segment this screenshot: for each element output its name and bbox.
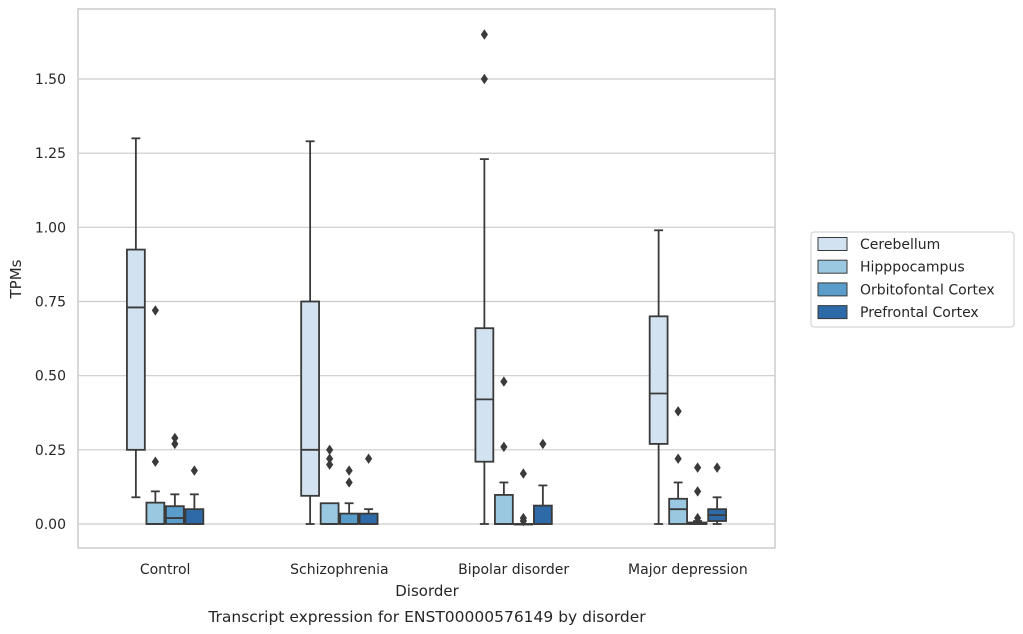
outlier-point	[500, 376, 508, 387]
x-tick-label: Control	[140, 562, 191, 578]
outlier-point	[519, 515, 527, 527]
legend-label: Hipppocampus	[860, 260, 965, 276]
x-tick-labels: Control Schizophrenia Bipolar disorder Majo…	[140, 562, 748, 578]
outlier-point	[713, 462, 721, 473]
box-iqr	[668, 497, 688, 525]
box-bipolar-disorder	[494, 376, 514, 525]
plot-border	[77, 8, 776, 549]
outlier-point	[326, 459, 334, 470]
box-schizophrenia	[300, 140, 320, 525]
box-iqr	[648, 315, 669, 445]
x-tick-label: Schizophrenia	[290, 562, 388, 578]
y-tick-label: 1.25	[35, 146, 66, 162]
y-tick-label: 0.50	[35, 369, 66, 385]
box-control	[126, 137, 146, 499]
box-control	[165, 432, 185, 525]
outlier-point	[171, 432, 179, 444]
outlier-point	[694, 486, 702, 497]
y-tick-label: 1.00	[35, 220, 66, 236]
legend-swatch	[817, 259, 848, 274]
box-major-depression	[648, 229, 669, 525]
series-orbitofontal-cortex	[165, 432, 708, 527]
gridlines	[78, 78, 775, 525]
box-iqr	[533, 504, 553, 525]
outlier-point	[345, 465, 353, 476]
box-control	[145, 305, 166, 525]
outlier-point	[519, 468, 527, 479]
box-iqr	[494, 494, 514, 525]
outlier-point	[480, 73, 488, 85]
outlier-point	[480, 29, 488, 40]
outlier-point	[326, 453, 334, 464]
box-control	[184, 465, 205, 525]
plot-frame	[77, 8, 776, 549]
outlier-point	[326, 444, 334, 456]
box-major-depression	[668, 406, 688, 525]
legend-label: Orbitofontal Cortex	[860, 282, 995, 298]
series-prefrontal-cortex	[184, 438, 727, 525]
y-tick-labels: 0.00 0.25 0.50 0.75 1.00 1.25 1.50	[35, 72, 66, 533]
x-tick-label: Major depression	[628, 562, 748, 578]
box-iqr	[474, 327, 495, 463]
box-bipolar-disorder	[474, 29, 495, 525]
series-cerebellum	[126, 29, 669, 525]
outlier-point	[171, 438, 179, 450]
box-iqr	[358, 512, 379, 525]
box-schizophrenia	[319, 444, 340, 525]
box-schizophrenia	[358, 453, 379, 525]
y-tick-label: 0.75	[35, 295, 66, 311]
outlier-point	[674, 406, 682, 417]
x-tick-label: Bipolar disorder	[458, 562, 569, 578]
chart-caption: Transcript expression for ENST0000057614…	[207, 608, 646, 626]
box-iqr	[126, 248, 146, 451]
y-tick-label: 0.25	[35, 443, 66, 459]
box-bipolar-disorder	[533, 438, 553, 525]
box-iqr	[184, 508, 205, 525]
series-hipppocampus	[145, 305, 688, 525]
x-axis-title: Disorder	[395, 582, 459, 600]
legend-label: Cerebellum	[860, 237, 940, 253]
outlier-point	[365, 453, 373, 464]
box-schizophrenia	[339, 465, 359, 525]
box-iqr	[145, 501, 166, 525]
box-major-depression	[687, 462, 708, 525]
outlier-point	[500, 441, 508, 453]
outlier-point	[190, 465, 198, 476]
box-bipolar-disorder	[513, 468, 534, 527]
outlier-point	[694, 462, 702, 473]
legend-swatch	[817, 305, 848, 320]
box-major-depression	[707, 462, 727, 525]
legend-swatch	[817, 237, 848, 251]
y-tick-label: 1.50	[35, 72, 66, 88]
outlier-point	[674, 453, 682, 464]
box-iqr	[319, 502, 340, 525]
outlier-point	[694, 512, 702, 524]
box-series	[126, 29, 727, 527]
outlier-point	[345, 477, 353, 488]
y-axis-title: TPMs	[7, 259, 25, 299]
legend: Cerebellum Hipppocampus Orbitofontal Corte…	[810, 231, 1015, 328]
outlier-point	[151, 456, 159, 467]
box-iqr	[165, 505, 185, 525]
legend-label: Prefrontal Cortex	[860, 305, 979, 321]
outlier-point	[151, 305, 159, 316]
box-iqr	[300, 300, 320, 497]
outlier-point	[539, 438, 547, 450]
legend-swatch	[817, 282, 848, 297]
box-iqr	[339, 512, 359, 525]
legend-frame	[810, 231, 1015, 328]
y-tick-label: 0.00	[35, 517, 66, 533]
